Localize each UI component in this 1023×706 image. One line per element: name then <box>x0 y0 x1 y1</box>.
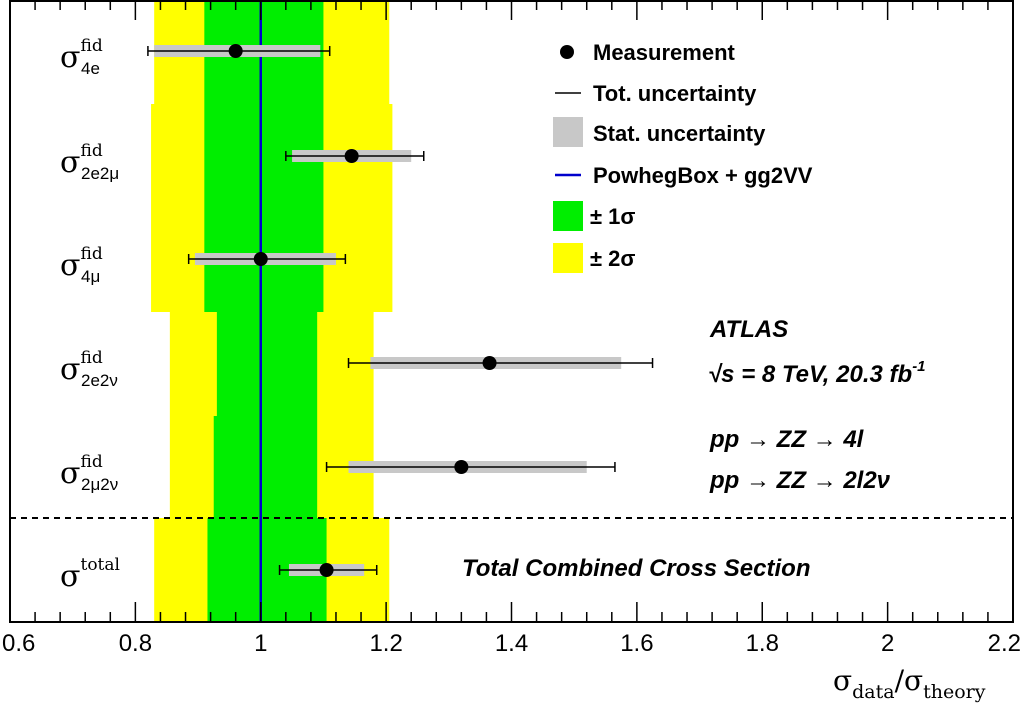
legend-tot-unc-label: Tot. uncertainty <box>593 81 757 106</box>
measurement-marker-2 <box>253 252 268 266</box>
process-4l-label: pp → ZZ → 4l <box>709 426 865 453</box>
lumi-exponent: -1 <box>912 358 925 375</box>
total-combined-label: Total Combined Cross Section <box>462 555 810 582</box>
legend-measurement-label: Measurement <box>593 40 736 65</box>
row-label-2: σfid <box>60 244 103 283</box>
legend-band2-swatch <box>553 243 583 273</box>
row-label-sub-2: 4μ <box>81 267 100 286</box>
measurement-marker-1 <box>344 149 359 163</box>
tick-label-1.4: 1.4 <box>495 630 528 657</box>
row-label-sub-4: 2μ2ν <box>81 475 118 494</box>
tick-label-1.6: 1.6 <box>620 630 653 657</box>
legend-theory-label: PowhegBox + gg2VV <box>593 163 813 188</box>
row-label-4: σfid <box>60 452 103 491</box>
legend-measurement-marker <box>560 45 574 59</box>
measurement-marker-4 <box>454 460 469 474</box>
row-labels: σfid4eσfid2e2μσfid4μσfid2e2νσfid2μ2νσtot… <box>60 36 120 594</box>
experiment-label: ATLAS <box>709 316 788 343</box>
legend-stat-unc-swatch <box>553 117 583 147</box>
legend-band1-swatch <box>553 201 583 231</box>
legend-band1-label: ± 1σ <box>590 204 635 229</box>
legend-stat-unc-label: Stat. uncertainty <box>593 121 766 146</box>
measurement-marker-5 <box>319 563 334 577</box>
tick-label-2.2: 2.2 <box>988 630 1021 657</box>
tick-label-2: 2 <box>881 630 894 657</box>
annotations: ATLAS √s = 8 TeV, 20.3 fb-1 pp → ZZ → 4l… <box>462 316 926 582</box>
tick-label-0.6: 0.6 <box>2 630 35 657</box>
process-2l2nu-label: pp → ZZ → 2l2ν <box>709 467 891 494</box>
tick-label-1.8: 1.8 <box>746 630 779 657</box>
tick-label-0.8: 0.8 <box>119 630 152 657</box>
row-label-0: σfid <box>60 36 103 75</box>
band-1sigma-row-4 <box>213 416 318 518</box>
tick-label-1.2: 1.2 <box>369 630 402 657</box>
row-label-5: σtotal <box>60 555 120 594</box>
measurements <box>147 44 654 577</box>
row-label-3: σfid <box>60 348 103 387</box>
measurement-marker-3 <box>482 356 497 370</box>
band-1sigma-row-3 <box>216 312 318 416</box>
row-label-1: σfid <box>60 141 103 180</box>
row-label-sub-0: 4e <box>81 59 100 78</box>
energy-text: √s = 8 TeV, 20.3 fb <box>708 361 912 388</box>
x-axis-label: σdata/σtheory <box>833 664 986 703</box>
theory-bands <box>151 0 393 622</box>
row-label-sub-1: 2e2μ <box>81 164 119 183</box>
measurement-marker-0 <box>228 44 243 58</box>
energy-lumi-label: √s = 8 TeV, 20.3 fb-1 <box>708 358 926 388</box>
legend: Measurement Tot. uncertainty Stat. uncer… <box>553 40 813 273</box>
tick-label-1: 1 <box>254 630 267 657</box>
legend-band2-label: ± 2σ <box>590 246 635 271</box>
x-axis-label-text: σdata/σtheory <box>833 664 986 703</box>
x-axis: 0.6 0.8 1 1.2 1.4 1.6 1.8 2 2.2 <box>2 0 1021 657</box>
row-label-sub-3: 2e2ν <box>81 371 118 390</box>
